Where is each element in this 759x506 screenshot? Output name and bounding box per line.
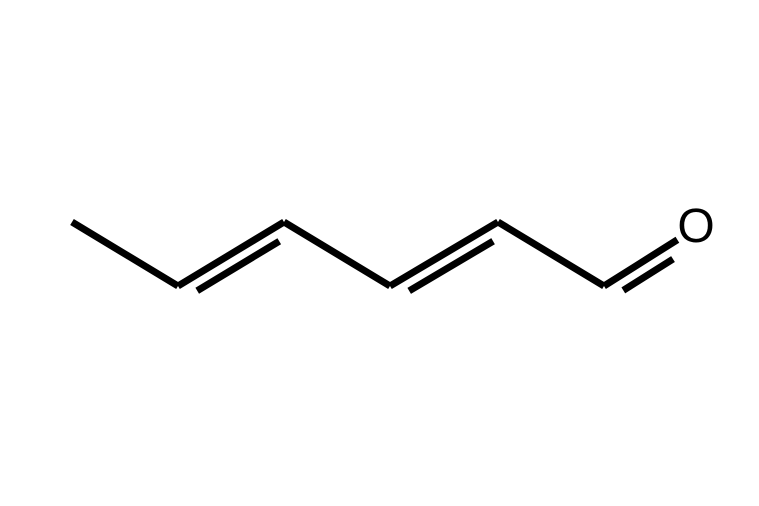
- bonds-layer: [72, 222, 677, 291]
- bond: [284, 222, 390, 286]
- bond: [390, 222, 498, 286]
- bond: [72, 222, 178, 286]
- molecule-diagram: O: [0, 0, 759, 506]
- bond: [178, 222, 284, 286]
- atom-label-O: O: [677, 200, 714, 253]
- bond: [623, 259, 673, 290]
- labels-layer: O: [677, 200, 714, 253]
- bond: [498, 222, 604, 286]
